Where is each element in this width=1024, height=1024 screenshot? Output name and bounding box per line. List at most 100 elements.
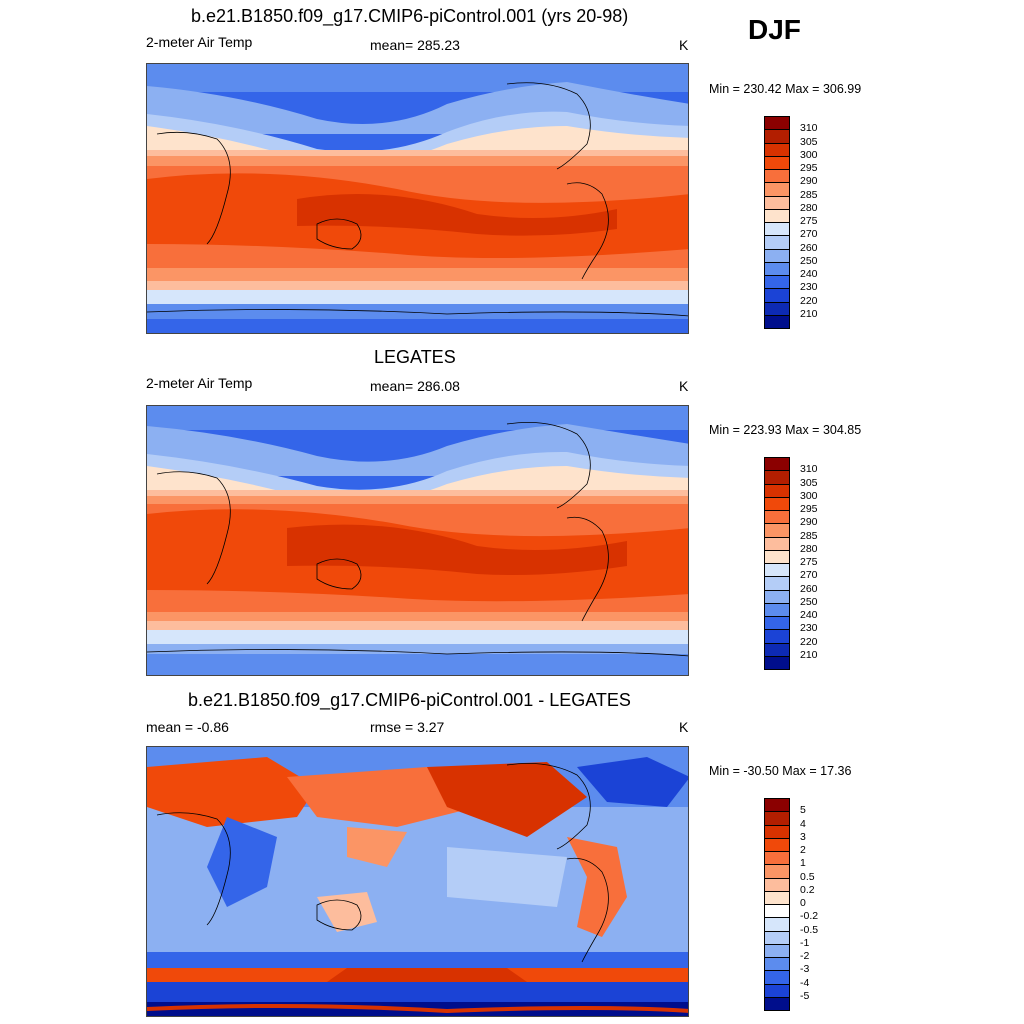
colorbar-swatch [764, 629, 790, 644]
panel-3-units: K [679, 719, 689, 735]
colorbar-swatch [764, 970, 790, 985]
model-temperature-field [147, 64, 688, 333]
colorbar-swatch [764, 655, 790, 670]
colorbar-swatch [764, 288, 790, 303]
panel-3-minmax: Min = -30.50 Max = 17.36 [709, 764, 852, 778]
colorbar-tick-label: 295 [800, 503, 818, 515]
colorbar-tick-label: 230 [800, 622, 818, 635]
colorbar-swatch [764, 470, 790, 485]
colorbar-swatch [764, 155, 790, 170]
colorbar-tick-label: 280 [800, 542, 818, 555]
colorbar-swatch [764, 642, 790, 657]
colorbar-swatch [764, 837, 790, 852]
colorbar-tick-label: 4 [800, 817, 806, 830]
colorbar-tick-label: 310 [800, 122, 818, 135]
colorbar-swatch [764, 222, 790, 237]
colorbar-swatch [764, 563, 790, 578]
panel-2-map [146, 405, 689, 676]
colorbar-swatch [764, 811, 790, 826]
colorbar-swatch [764, 890, 790, 905]
colorbar-tick-label: 285 [800, 529, 818, 542]
colorbar-tick-label: 0.5 [800, 870, 815, 883]
colorbar-tick-label: 250 [800, 254, 818, 267]
colorbar-tick-label: 310 [800, 463, 818, 476]
panel-1-minmax: Min = 230.42 Max = 306.99 [709, 82, 862, 96]
colorbar-swatch [764, 523, 790, 538]
colorbar-tick-label: 290 [800, 175, 818, 188]
panel-3-rmse-label: rmse = 3.27 [370, 719, 445, 735]
colorbar-tick-label: 290 [800, 516, 818, 529]
colorbar-swatch [764, 275, 790, 290]
colorbar-swatch [764, 864, 790, 879]
panel-3-colorbar: 5 4 3 2 1 0.5 0.2 0 -0.2 -0.5 -1 -2 -3 -4 -5 [764, 798, 818, 1011]
panel-2-minmax: Min = 223.93 Max = 304.85 [709, 423, 862, 437]
colorbar-tick-label: 305 [800, 476, 818, 489]
panel-2-mean-label: mean= 286.08 [370, 378, 460, 394]
colorbar-swatch [764, 261, 790, 276]
colorbar-swatch [764, 983, 790, 998]
difference-field [147, 747, 688, 1016]
colorbar-swatch [764, 576, 790, 591]
colorbar-tick-label: -1 [800, 936, 810, 949]
colorbar-tick-label: -5 [800, 989, 810, 1002]
colorbar-swatch [764, 957, 790, 972]
colorbar-tick-label: 0.2 [800, 883, 815, 896]
colorbar-tick-label: -2 [800, 950, 810, 962]
colorbar-tick-label: 275 [800, 215, 818, 227]
colorbar-tick-label: 295 [800, 162, 818, 174]
colorbar-tick-label: 230 [800, 281, 818, 294]
panel-2-variable-label: 2-meter Air Temp [146, 375, 253, 391]
colorbar-tick-label: 285 [800, 188, 818, 201]
colorbar-swatch [764, 301, 790, 316]
colorbar-tick-label: -4 [800, 976, 810, 989]
colorbar-swatch [764, 195, 790, 210]
panel-3-title: b.e21.B1850.f09_g17.CMIP6-piControl.001 … [188, 690, 631, 710]
colorbar-swatch [764, 496, 790, 511]
colorbar-tick-label: 3 [800, 830, 806, 843]
panel-2-title: LEGATES [374, 347, 456, 367]
colorbar-swatch [764, 877, 790, 892]
colorbar-swatch [764, 235, 790, 250]
colorbar-tick-label: 210 [800, 307, 818, 320]
colorbar-tick-label: 260 [800, 241, 818, 254]
panel-3-map [146, 746, 689, 1017]
colorbar-tick-label: 300 [800, 489, 818, 502]
colorbar-swatch [764, 169, 790, 184]
colorbar-swatch [764, 904, 790, 919]
colorbar-tick-label: 2 [800, 844, 806, 856]
colorbar-tick-label: 260 [800, 582, 818, 595]
colorbar-swatch [764, 248, 790, 263]
colorbar-swatch [764, 824, 790, 839]
colorbar-swatch [764, 616, 790, 631]
colorbar-swatch [764, 129, 790, 144]
colorbar-tick-label: 250 [800, 595, 818, 608]
colorbar-swatch [764, 996, 790, 1011]
colorbar-tick-label: 305 [800, 135, 818, 148]
colorbar-swatch [764, 483, 790, 498]
colorbar-swatch [764, 208, 790, 223]
panel-3-mean-label: mean = -0.86 [146, 719, 229, 735]
colorbar-tick-label: 220 [800, 294, 818, 307]
colorbar-tick-label: 275 [800, 556, 818, 568]
colorbar-swatch [764, 142, 790, 157]
colorbar-swatch [764, 943, 790, 958]
colorbar-swatch [764, 457, 790, 472]
colorbar-swatch [764, 510, 790, 525]
season-label: DJF [748, 14, 801, 45]
colorbar-tick-label: 270 [800, 228, 818, 241]
panel-1-map [146, 63, 689, 334]
colorbar-swatch [764, 851, 790, 866]
colorbar-swatch [764, 589, 790, 604]
colorbar-swatch [764, 116, 790, 131]
colorbar-swatch [764, 930, 790, 945]
colorbar-tick-label: 280 [800, 201, 818, 214]
panel-1-variable-label: 2-meter Air Temp [146, 34, 253, 50]
panel-1-units: K [679, 37, 689, 53]
colorbar-tick-label: 220 [800, 635, 818, 648]
observed-temperature-field [147, 406, 688, 675]
panel-2-colorbar: 310 305 300 295 290 285 280 275 270 260 250 240 230 2… [764, 457, 818, 670]
colorbar-tick-label: 240 [800, 268, 818, 280]
colorbar-swatch [764, 602, 790, 617]
colorbar-tick-label: 1 [800, 857, 806, 870]
panel-1-title: b.e21.B1850.f09_g17.CMIP6-piControl.001 … [191, 6, 629, 26]
